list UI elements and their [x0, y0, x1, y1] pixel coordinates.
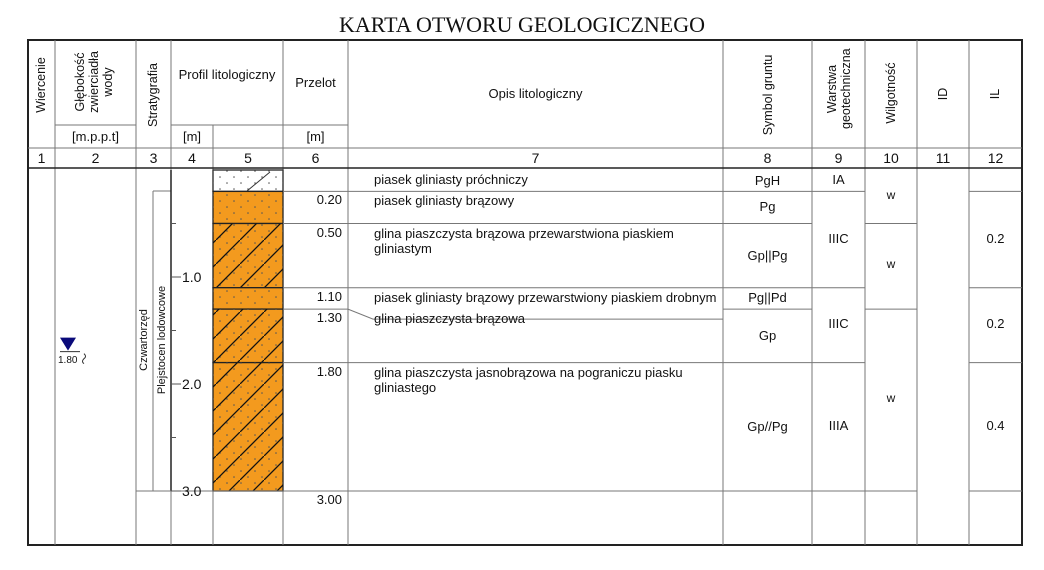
column-number: 10: [883, 150, 899, 166]
column-number: 11: [935, 150, 951, 166]
geotech-layer: IIIC: [828, 230, 849, 246]
geotech-layer: IIIA: [828, 417, 849, 433]
lithology-dots: [213, 287, 283, 310]
layer-description: glina piaszczysta brązowa: [374, 311, 526, 327]
header-stratygrafia: Stratygrafia: [146, 63, 160, 127]
depth-label: 3.00: [316, 492, 342, 507]
lithology-hatch: [213, 362, 283, 491]
header-glebokosc: Głębokość zwierciadła wody: [73, 51, 115, 113]
column-number: 5: [244, 150, 252, 166]
soil-symbol: Pg||Pd: [748, 290, 787, 306]
column-number: 2: [91, 150, 100, 166]
document-title: KARTA OTWORU GEOLOGICZNEGO: [339, 12, 705, 37]
header-profil-unit: [m]: [182, 129, 202, 144]
scale-label: 1.0: [182, 269, 202, 285]
lithology-hatch: [246, 171, 271, 192]
header-przelot: Przelot: [295, 75, 336, 90]
lithology-hatch: [213, 223, 283, 288]
header-il: IL: [988, 88, 1002, 100]
geotech-layer: IIIC: [828, 316, 849, 332]
stratigraphy-era: Czwartorzęd: [138, 309, 150, 371]
moisture-value: w: [886, 257, 896, 272]
depth-label: 1.80: [316, 363, 342, 379]
column-number: 6: [311, 150, 320, 166]
scale-label: 2.0: [182, 376, 202, 392]
layer-boundary-line: [283, 308, 723, 320]
moisture-value: w: [886, 187, 896, 202]
water-table-wave-icon: [82, 353, 86, 365]
soil-symbol: PgH: [754, 172, 781, 188]
header-warstwa: Warstwa geotechniczna: [825, 48, 853, 129]
header-wilgotnosc: Wilgotność: [884, 62, 898, 124]
column-number: 7: [531, 150, 540, 166]
layer-description: glina piaszczysta jasnobrązowa na pogran…: [374, 364, 683, 395]
water-table-icon: [60, 337, 76, 351]
scale-label: 3.0: [182, 483, 202, 499]
layer-description: piasek gliniasty próchniczy: [374, 172, 528, 187]
stratigraphy-epoch: Plejstocen lodowcowe: [156, 285, 168, 395]
layer-description: piasek gliniasty brązowy przewarstwiony …: [374, 289, 717, 305]
layer-description: glina piaszczysta brązowa przewarstwiona…: [374, 225, 674, 256]
header-id: ID: [936, 87, 950, 101]
column-number: 1: [37, 150, 46, 166]
depth-label: 0.50: [316, 224, 342, 240]
lithology-dots: [213, 191, 283, 224]
il-value: 0.2: [986, 316, 1005, 332]
lithology-hatch: [213, 309, 283, 363]
depth-label: 1.30: [316, 310, 342, 326]
moisture-value: w: [886, 391, 896, 406]
il-value: 0.2: [986, 230, 1005, 246]
column-number: 9: [834, 150, 843, 166]
header-symbol: Symbol gruntu: [761, 54, 775, 136]
header-profil: Profil litologiczny: [178, 67, 276, 82]
soil-symbol: Pg: [759, 199, 776, 215]
soil-symbol: Gp||Pg: [747, 247, 788, 263]
header-wiercenie: Wiercenie: [34, 57, 48, 113]
depth-label: 0.20: [316, 192, 342, 208]
header-przelot-unit: [m]: [306, 129, 325, 144]
geotech-layer: IA: [832, 171, 845, 187]
header-glebokosc-unit: [m.p.p.t]: [72, 129, 119, 144]
column-number: 3: [149, 150, 158, 166]
column-number: 4: [188, 150, 196, 166]
column-number: 8: [763, 150, 772, 166]
water-table-depth: 1.80: [58, 354, 78, 366]
header-opis: Opis litologiczny: [488, 86, 583, 101]
il-value: 0.4: [986, 417, 1005, 433]
column-number: 12: [987, 150, 1004, 166]
lithology-dots: [213, 170, 283, 192]
soil-symbol: Gp//Pg: [747, 418, 788, 434]
layer-description: piasek gliniasty brązowy: [374, 193, 515, 209]
depth-label: 1.10: [316, 288, 342, 304]
soil-symbol: Gp: [758, 327, 777, 343]
